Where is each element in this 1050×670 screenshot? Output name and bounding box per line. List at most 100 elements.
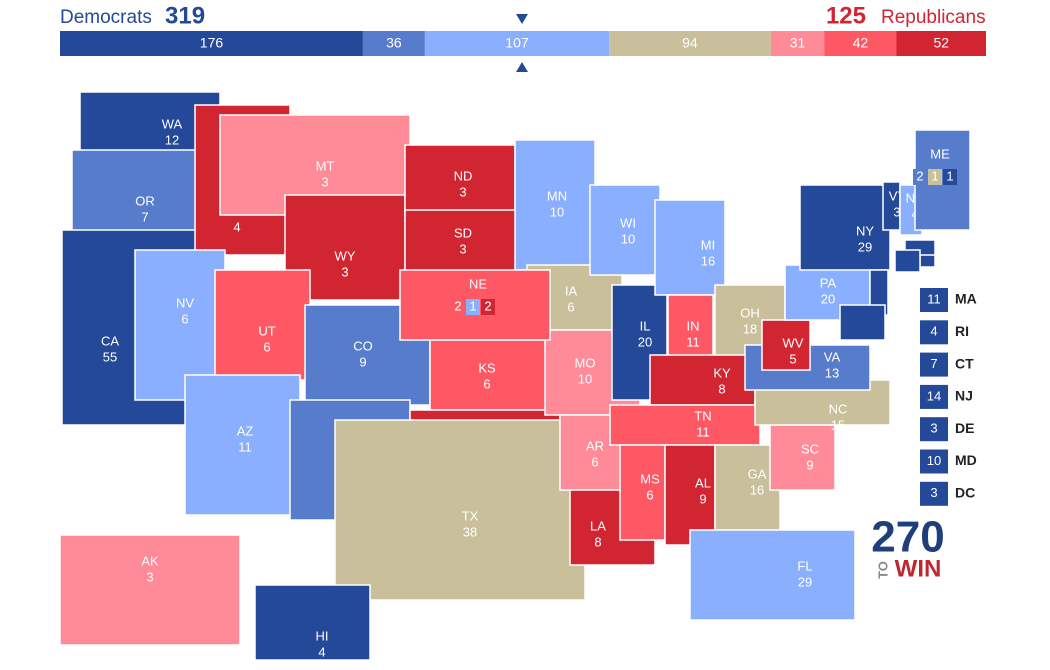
state-shape <box>609 404 761 446</box>
state-ev: 18 <box>743 321 757 336</box>
state-shape <box>214 269 311 381</box>
bar-segment <box>424 31 610 56</box>
state-ev: 9 <box>699 491 706 506</box>
state-shape <box>799 184 891 271</box>
state-ev: 38 <box>463 524 477 539</box>
side-ev: 3 <box>930 485 937 500</box>
bar-label: 52 <box>933 35 949 51</box>
state-abbr: IA <box>565 283 578 298</box>
dem-label: Democrats <box>60 7 152 28</box>
side-box <box>920 481 948 506</box>
state-abbr: MN <box>547 188 567 203</box>
state-ev: 15 <box>831 417 845 432</box>
side-box <box>920 288 948 312</box>
state-abbr: NV <box>176 295 194 310</box>
bar-segment <box>60 31 363 56</box>
bar-segment <box>609 31 771 56</box>
state-abbr: NC <box>829 401 848 416</box>
state-ev: 3 <box>459 241 466 256</box>
state-ev: 29 <box>858 239 872 254</box>
split-ev: 2 <box>916 168 923 183</box>
state-shape <box>399 269 551 341</box>
state-abbr: AZ <box>237 423 254 438</box>
state-shape <box>404 144 516 216</box>
state-ev: 6 <box>181 311 188 326</box>
state-abbr: MT <box>316 158 335 173</box>
state-abbr: MI <box>701 237 715 252</box>
state-abbr: SC <box>801 441 819 456</box>
side-ev: 4 <box>930 324 937 339</box>
state-ev: 3 <box>893 204 900 219</box>
marker-bottom <box>516 62 528 72</box>
state-abbr: WY <box>335 248 356 263</box>
state-ev: 20 <box>638 334 652 349</box>
bar-label: 42 <box>853 35 869 51</box>
split-ev: 1 <box>469 298 476 313</box>
state-ev: 29 <box>798 574 812 589</box>
state-shape <box>654 199 726 296</box>
state-abbr: ME <box>930 146 950 161</box>
state-shape <box>589 184 661 276</box>
state-abbr: CA <box>101 333 119 348</box>
state-abbr: PA <box>820 275 837 290</box>
logo-to: TO <box>875 561 890 579</box>
state-shape <box>689 529 856 621</box>
side-box <box>920 320 948 345</box>
side-abbr: NJ <box>955 388 973 404</box>
state-ev: 8 <box>718 381 725 396</box>
state-shape <box>184 374 301 516</box>
state-abbr: WI <box>620 215 636 230</box>
state-ev: 55 <box>103 349 117 364</box>
split-ev: 2 <box>454 298 461 313</box>
bar-label: 31 <box>790 35 806 51</box>
state-ev: 10 <box>621 231 635 246</box>
side-ev: 11 <box>927 291 941 306</box>
state-abbr: LA <box>590 518 606 533</box>
state-abbr: OH <box>740 305 760 320</box>
split-box <box>466 299 480 315</box>
state-abbr: TN <box>694 408 711 423</box>
state-abbr: TX <box>462 508 479 523</box>
state-ev: 16 <box>750 482 764 497</box>
state-abbr: ND <box>454 168 473 183</box>
state-ev: 6 <box>567 299 574 314</box>
state-shape <box>514 139 596 271</box>
marker-top <box>516 14 528 24</box>
state-abbr: AL <box>695 475 711 490</box>
state-shape <box>429 339 556 411</box>
bar-label: 107 <box>505 35 529 51</box>
state-ev: 6 <box>591 454 598 469</box>
side-box <box>920 384 948 409</box>
state-abbr: NY <box>856 223 874 238</box>
state-abbr: KY <box>713 365 731 380</box>
bar-label: 36 <box>386 35 402 51</box>
side-abbr: DC <box>955 485 975 501</box>
split-box <box>481 299 495 315</box>
state-abbr: IN <box>687 318 700 333</box>
state-abbr: IL <box>640 318 651 333</box>
state-abbr: WV <box>783 335 804 350</box>
state-ev: 13 <box>825 365 839 380</box>
state-abbr: UT <box>258 323 275 338</box>
state-abbr: AK <box>141 553 159 568</box>
state-shape <box>894 249 921 273</box>
state-ev: 20 <box>821 291 835 306</box>
state-ev: 6 <box>483 376 490 391</box>
state-ev: 16 <box>701 253 715 268</box>
state-abbr: CO <box>353 338 373 353</box>
split-box <box>928 169 942 185</box>
state-ev: 3 <box>321 174 328 189</box>
state-ev: 7 <box>141 209 148 224</box>
state-shape <box>839 304 886 341</box>
state-abbr: FL <box>797 558 812 573</box>
side-box <box>920 352 948 377</box>
state-abbr: HI <box>316 628 329 643</box>
side-ev: 3 <box>930 421 937 436</box>
state-ev: 6 <box>263 339 270 354</box>
rep-label: Republicans <box>881 7 986 28</box>
state-abbr: NE <box>469 276 487 291</box>
state-ev: 10 <box>578 371 592 386</box>
bar-segment <box>770 31 825 56</box>
state-ev: 8 <box>594 534 601 549</box>
state-ev: 11 <box>696 424 710 439</box>
